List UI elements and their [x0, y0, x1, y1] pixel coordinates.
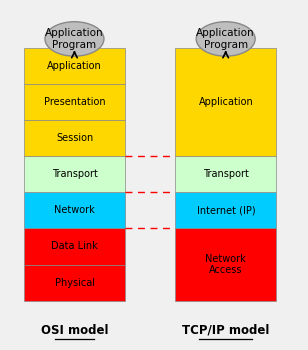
Text: Application
Program: Application Program	[197, 28, 255, 50]
Bar	[175, 156, 277, 192]
Text: Network
Access: Network Access	[205, 254, 246, 275]
Bar	[24, 265, 125, 301]
Text: Application: Application	[198, 97, 253, 107]
Bar	[24, 229, 125, 265]
Text: Physical: Physical	[55, 278, 95, 288]
Text: Transport: Transport	[203, 169, 249, 179]
Ellipse shape	[45, 22, 104, 56]
Text: Internet (IP): Internet (IP)	[197, 205, 255, 215]
Bar	[24, 156, 125, 192]
Text: Presentation: Presentation	[44, 97, 105, 107]
Text: OSI model: OSI model	[41, 324, 108, 337]
Text: Session: Session	[56, 133, 93, 143]
Ellipse shape	[196, 22, 255, 56]
Text: Data Link: Data Link	[51, 241, 98, 251]
Text: TCP/IP model: TCP/IP model	[182, 324, 270, 337]
Text: Application
Program: Application Program	[45, 28, 104, 50]
Text: Transport: Transport	[52, 169, 98, 179]
Bar	[175, 48, 277, 156]
Bar	[24, 48, 125, 84]
Bar	[24, 192, 125, 229]
Bar	[24, 120, 125, 156]
Bar	[24, 84, 125, 120]
Bar	[175, 192, 277, 229]
Text: Application: Application	[47, 61, 102, 71]
Text: Network: Network	[54, 205, 95, 215]
Bar	[175, 229, 277, 301]
